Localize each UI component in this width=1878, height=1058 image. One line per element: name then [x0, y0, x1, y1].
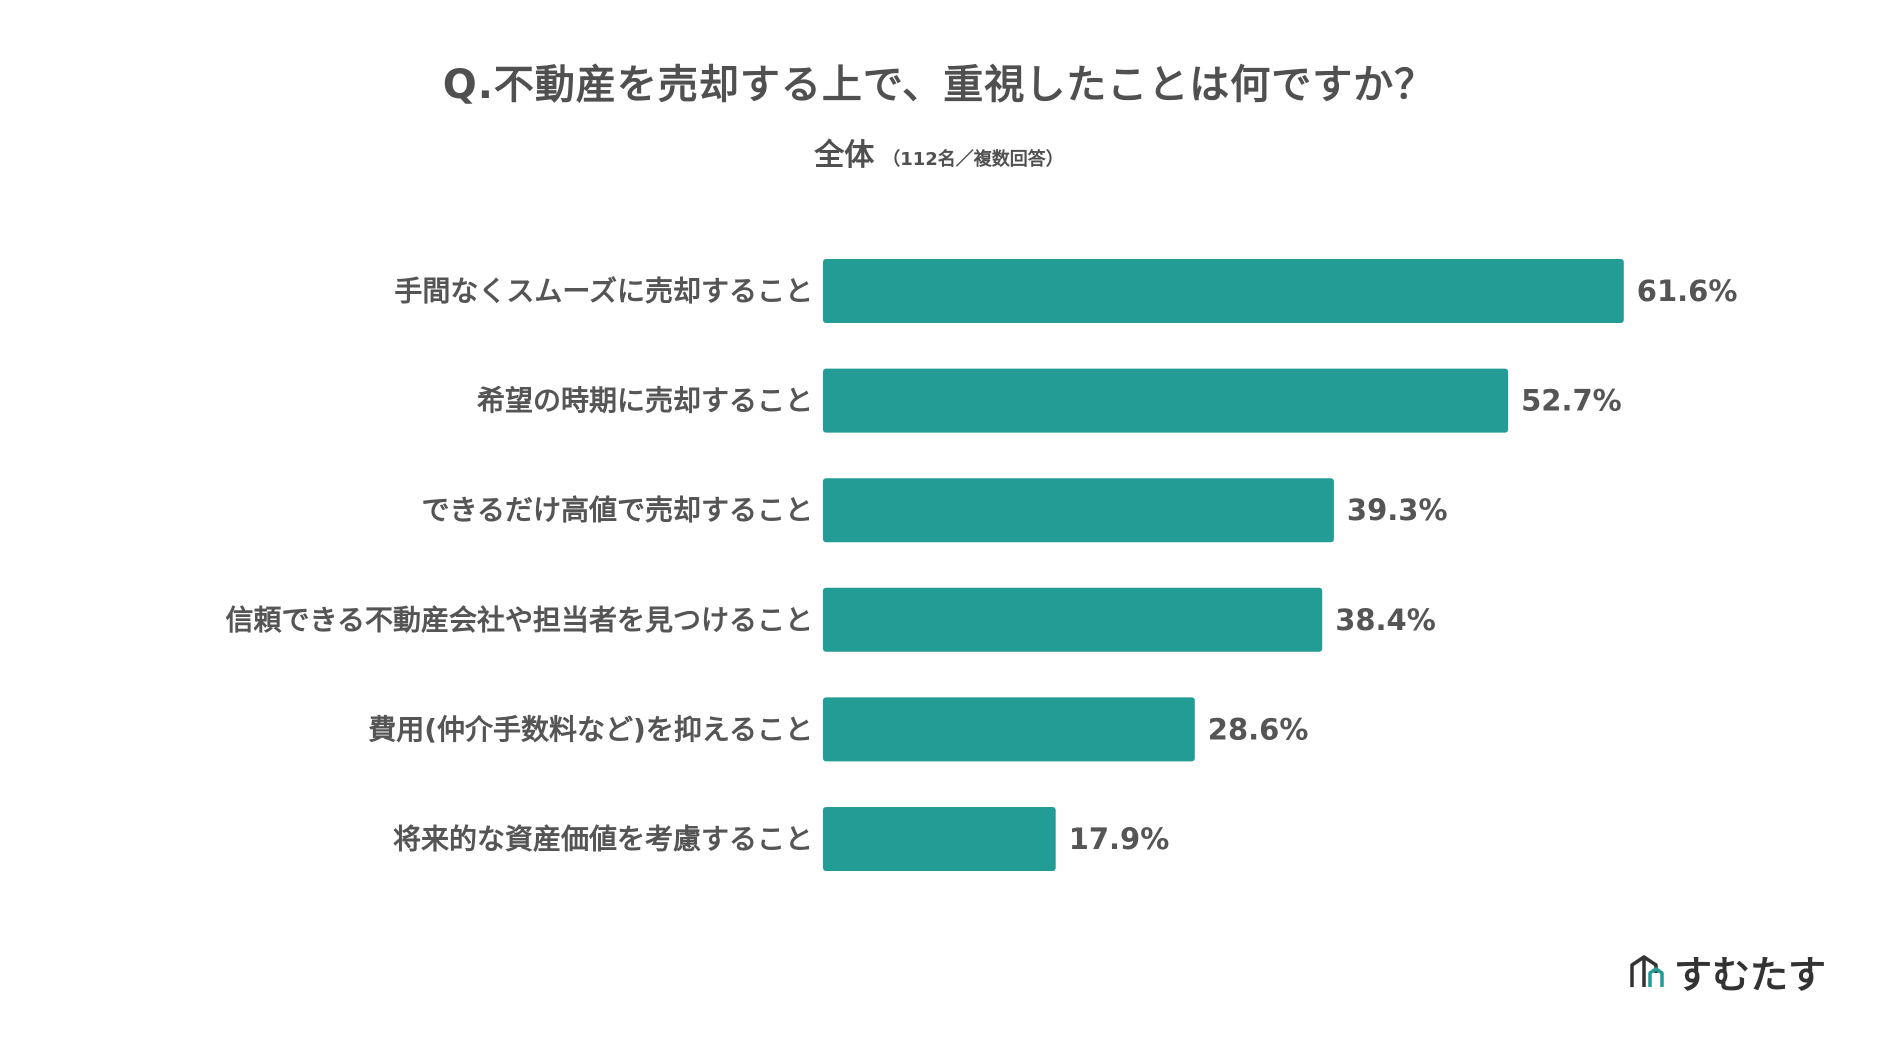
chart-subtitle: 全体 （112名／複数回答） [0, 130, 1878, 174]
bar [823, 478, 1334, 543]
bar [823, 368, 1509, 433]
chart-title: Q.不動産を売却する上で、重視したことは何ですか？ [442, 62, 1436, 108]
value-label: 61.6% [1637, 274, 1738, 308]
value-label: 52.7% [1521, 384, 1622, 418]
category-label: 手間なくスムーズに売却すること [394, 275, 813, 308]
subtitle-note: （112名／複数回答） [882, 149, 1064, 170]
category-label: できるだけ高値で売却すること [422, 494, 813, 527]
value-label: 39.3% [1347, 493, 1448, 527]
category-label: 将来的な資産価値を考慮すること [393, 823, 813, 856]
brand-logo: すむたす [1628, 946, 1827, 997]
bar [823, 697, 1195, 762]
category-label: 費用(仲介手数料など)を抑えること [368, 713, 813, 746]
subtitle-main: 全体 [814, 138, 875, 173]
bar [823, 807, 1056, 871]
value-label: 38.4% [1335, 603, 1436, 637]
house-outline-icon [1630, 955, 1664, 987]
bar [823, 259, 1624, 323]
logo-text: すむたす [1674, 952, 1827, 997]
value-label: 28.6% [1208, 712, 1309, 746]
value-label: 17.9% [1069, 822, 1170, 856]
category-label: 希望の時期に売却すること [477, 384, 813, 417]
bar [823, 587, 1323, 652]
category-label: 信頼できる不動産会社や担当者を見つけること [226, 603, 813, 636]
